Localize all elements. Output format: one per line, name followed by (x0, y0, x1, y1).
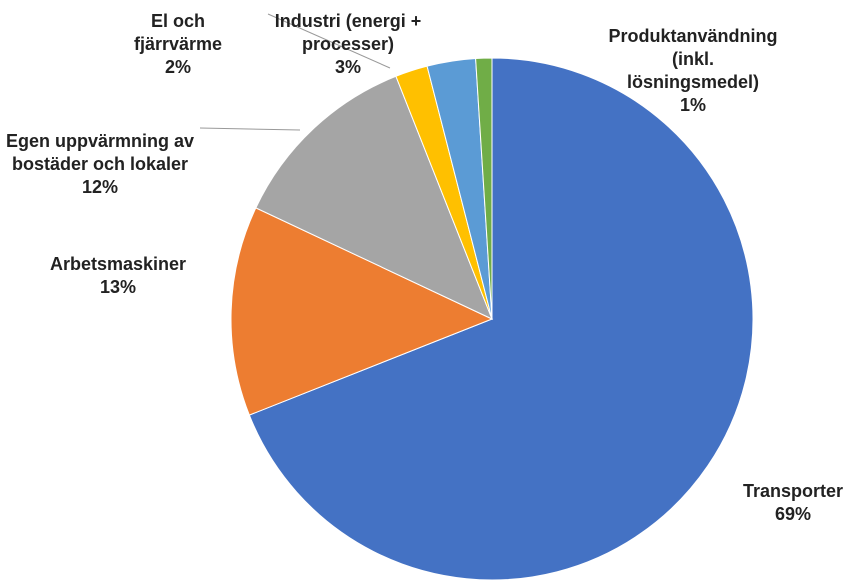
data-label: Produktanvändning (inkl. lösningsmedel) 1… (606, 25, 781, 117)
leader-line (199, 127, 301, 131)
data-label: Arbetsmaskiner 13% (33, 253, 203, 299)
pie-slice (248, 57, 754, 581)
pie-slice (475, 57, 493, 320)
data-label: Industri (energi + processer) 3% (268, 10, 428, 79)
category-label: Egen uppvärmning av bostäder och lokaler (5, 131, 195, 174)
category-label: Produktanvändning (inkl. lösningsmedel) (608, 26, 778, 92)
leader-line (267, 13, 391, 69)
category-label: Arbetsmaskiner (49, 254, 187, 274)
data-label: Transporter 69% (723, 480, 862, 526)
value-label: 2% (164, 57, 191, 77)
value-label: 69% (774, 504, 812, 524)
pie-slice (255, 75, 493, 320)
value-label: 3% (334, 57, 361, 77)
category-label: Transporter (742, 481, 844, 501)
category-label: El och fjärrvärme (133, 11, 223, 54)
category-label: Industri (energi + processer) (274, 11, 422, 54)
value-label: 1% (679, 95, 706, 115)
pie-slice (230, 207, 494, 416)
value-label: 12% (81, 177, 119, 197)
data-label: El och fjärrvärme 2% (118, 10, 238, 79)
value-label: 13% (99, 277, 137, 297)
data-label: Egen uppvärmning av bostäder och lokaler… (5, 130, 195, 199)
